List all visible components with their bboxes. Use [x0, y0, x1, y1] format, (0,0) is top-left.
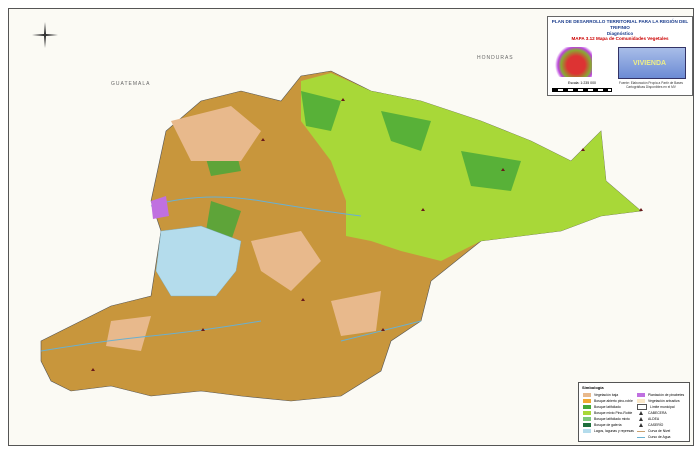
- legend-label: Plantación de pinabetes: [648, 393, 685, 397]
- legend-label: Bosque latifoliado: [594, 405, 621, 409]
- legend-label: Bosque abierto pino-roble: [594, 399, 633, 403]
- legend-swatch: [637, 430, 645, 432]
- legend-item: Límite municipal: [637, 404, 684, 410]
- legend-item: Curva de Nivel: [637, 428, 684, 434]
- north-arrow-icon: [32, 22, 58, 48]
- lake: [155, 225, 242, 297]
- legend-label: Lagos, lagunas y represas: [594, 429, 634, 433]
- legend-swatch: [637, 436, 645, 438]
- legend-label: Bosque de galería: [594, 423, 622, 427]
- legend-title: Simbología: [582, 385, 604, 390]
- legend-item: Lagos, lagunas y represas: [583, 428, 634, 434]
- map-subtitle: Diagnóstico: [606, 31, 634, 36]
- legend-item: Bosque latifoliado mixto: [583, 416, 634, 422]
- legend-swatch: [583, 399, 591, 403]
- legend-item: CABECERA: [637, 410, 684, 416]
- legend-label: Bosque mixto Pino-Roble: [594, 411, 633, 415]
- legend-swatch: [583, 411, 591, 415]
- legend-item: Bosque latifoliado: [583, 404, 634, 410]
- legend-label: Curva de Nivel: [648, 429, 671, 433]
- legend-swatch: [637, 404, 647, 410]
- legend-item: Bosque de galería: [583, 422, 634, 428]
- map-title: PLAN DE DESARROLLO TERRITORIAL PARA LA R…: [551, 19, 689, 30]
- legend-item: Curso de Agua: [637, 434, 684, 440]
- dark-green-patches: [201, 91, 521, 241]
- legend-item: ALDEA: [637, 416, 684, 422]
- legend-label: Vegetación baja: [594, 393, 619, 397]
- legend-item: Vegetación arbustiva: [637, 398, 684, 404]
- legend-label: CABECERA: [648, 411, 667, 415]
- vegetation-map[interactable]: [9, 9, 693, 445]
- legend-item: Bosque abierto pino-roble: [583, 398, 634, 404]
- vivienda-logo: VIVIENDA: [618, 47, 686, 79]
- legend-label: CASERÍO: [648, 423, 664, 427]
- legend-swatch: [583, 423, 591, 427]
- purple-patch: [151, 196, 169, 219]
- legend: Simbología Vegetación baja Bosque abierto…: [578, 382, 690, 442]
- legend-label: ALDEA: [648, 417, 660, 421]
- trifinio-logo: [552, 47, 592, 77]
- compass: [30, 20, 60, 50]
- legend-swatch: [637, 393, 645, 397]
- legend-swatch: [639, 417, 643, 421]
- scale-bar: Escala: 1:235 000: [552, 81, 612, 92]
- legend-swatch: [639, 423, 643, 427]
- legend-item: Vegetación baja: [583, 392, 634, 398]
- legend-label: Vegetación arbustiva: [648, 399, 680, 403]
- source-note: Fuente: Elaboración Propia a Partir de B…: [619, 81, 683, 89]
- legend-label: Curso de Agua: [648, 435, 671, 439]
- legend-swatch: [583, 429, 591, 433]
- legend-swatch: [583, 393, 591, 397]
- country-label-guatemala: GUATEMALA: [111, 81, 151, 87]
- legend-swatch: [583, 417, 591, 421]
- legend-label: Límite municipal: [650, 405, 675, 409]
- legend-label: Bosque latifoliado mixto: [594, 417, 630, 421]
- legend-item: Bosque mixto Pino-Roble: [583, 410, 634, 416]
- title-block: PLAN DE DESARROLLO TERRITORIAL PARA LA R…: [547, 16, 693, 96]
- legend-item: CASERÍO: [637, 422, 684, 428]
- country-label-honduras: HONDURAS: [477, 55, 514, 61]
- legend-swatch: [583, 405, 591, 409]
- legend-swatch: [637, 399, 645, 403]
- map-name: MAPA 3.12 Mapa de Comunidades Vegetales: [571, 36, 669, 41]
- legend-swatch: [639, 411, 643, 415]
- legend-item: Plantación de pinabetes: [637, 392, 684, 398]
- light-areas: [106, 106, 381, 351]
